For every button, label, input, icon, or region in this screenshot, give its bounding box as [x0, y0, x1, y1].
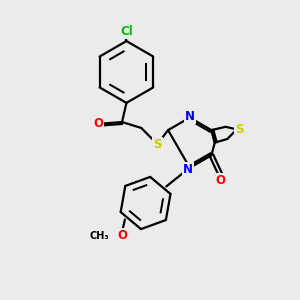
- Text: N: N: [183, 163, 193, 176]
- Text: O: O: [215, 174, 225, 187]
- Text: O: O: [117, 229, 127, 242]
- Text: S: S: [235, 123, 244, 136]
- Text: Cl: Cl: [120, 25, 133, 38]
- Text: S: S: [153, 138, 162, 151]
- Text: N: N: [185, 110, 195, 123]
- Text: O: O: [94, 117, 103, 130]
- Text: CH₃: CH₃: [89, 231, 109, 241]
